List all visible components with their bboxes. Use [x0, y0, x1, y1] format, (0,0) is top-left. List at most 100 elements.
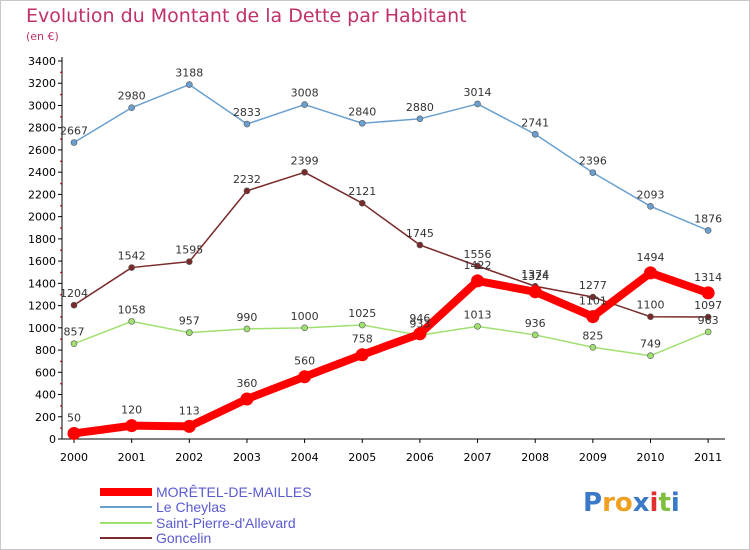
point-goncelin	[301, 168, 308, 176]
logo-letter: r	[602, 488, 615, 518]
legend-item-goncelin: Goncelin	[100, 530, 211, 546]
data-label-saint-pierre: 825	[582, 329, 603, 342]
series-line-goncelin	[73, 171, 709, 318]
data-label-saint-pierre: 936	[525, 317, 546, 330]
point-goncelin	[704, 313, 712, 321]
y-tick-label: 2800	[28, 122, 56, 135]
data-label-le-cheylas: 3188	[175, 67, 203, 80]
point-saint-pierre	[474, 323, 481, 330]
y-tick-label: 800	[35, 344, 56, 357]
point-le-cheylas	[474, 100, 481, 108]
data-label-saint-pierre: 963	[698, 314, 719, 327]
logo-letter: P	[583, 488, 603, 518]
data-label-moretel: 1314	[694, 271, 722, 284]
point-goncelin	[186, 258, 193, 265]
point-moretel	[586, 310, 600, 324]
point-moretel	[298, 370, 312, 384]
data-label-saint-pierre: 957	[179, 315, 200, 328]
legend-item-saint-pierre: Saint-Pierre-d'Allevard	[100, 515, 296, 531]
y-tick-label: 0	[49, 433, 56, 446]
data-label-le-cheylas: 2741	[521, 116, 549, 129]
x-tick-label: 2003	[233, 451, 261, 464]
data-label-moretel: 50	[67, 411, 81, 424]
point-goncelin	[589, 293, 597, 301]
x-tick-label: 2008	[521, 451, 549, 464]
y-tick-label: 1800	[28, 233, 56, 246]
legend-label-le-cheylas: Le Cheylas	[156, 499, 227, 515]
series-line-moretel	[70, 268, 713, 438]
y-minor-tick	[60, 382, 62, 385]
y-minor-tick	[60, 271, 62, 274]
point-goncelin	[474, 262, 481, 270]
y-tick-label: 2600	[28, 144, 56, 157]
point-moretel	[240, 392, 254, 406]
point-saint-pierre	[647, 352, 654, 360]
point-le-cheylas	[243, 120, 251, 128]
legend-label-goncelin: Goncelin	[156, 530, 212, 546]
data-label-moretel: 113	[179, 404, 200, 417]
point-saint-pierre	[70, 340, 78, 348]
point-le-cheylas	[704, 227, 712, 234]
logo-letter: t	[658, 488, 671, 518]
data-label-saint-pierre: 749	[640, 338, 661, 351]
y-tick-label: 3400	[28, 55, 56, 68]
data-label-goncelin: 1542	[118, 250, 146, 263]
y-minor-tick	[60, 227, 62, 229]
y-tick-label: 2000	[28, 211, 56, 224]
data-label-saint-pierre: 933	[409, 317, 430, 330]
point-goncelin	[70, 301, 78, 309]
x-tick-label: 2004	[291, 451, 319, 464]
point-saint-pierre	[531, 331, 539, 339]
y-tick-label: 2200	[28, 188, 56, 201]
data-label-saint-pierre: 1025	[348, 307, 376, 320]
data-label-saint-pierre: 1000	[291, 310, 319, 323]
point-moretel	[125, 419, 139, 433]
legend-swatch-moretel	[100, 488, 152, 496]
data-label-goncelin: 2232	[233, 173, 261, 186]
data-label-moretel: 1494	[637, 251, 665, 264]
point-moretel	[355, 348, 369, 362]
series-line-saint-pierre	[73, 320, 709, 357]
data-label-goncelin: 1745	[406, 227, 434, 240]
point-saint-pierre	[589, 343, 597, 351]
data-label-le-cheylas: 2840	[348, 105, 376, 118]
chart-subtitle: (en €)	[26, 30, 59, 43]
point-goncelin	[416, 241, 424, 249]
data-label-goncelin: 1374	[521, 268, 549, 281]
point-goncelin	[647, 313, 654, 321]
point-le-cheylas	[416, 115, 424, 123]
y-minor-tick	[60, 71, 62, 74]
data-label-saint-pierre: 1013	[464, 308, 492, 321]
point-moretel	[67, 426, 81, 440]
data-label-moretel: 1101	[579, 295, 607, 308]
y-tick-label: 600	[35, 366, 56, 379]
point-goncelin	[128, 264, 135, 271]
series-lines	[67, 81, 715, 440]
y-minor-tick	[60, 138, 62, 140]
data-label-moretel: 946	[409, 312, 430, 325]
logo-letter: i	[670, 488, 680, 518]
data-label-saint-pierre: 990	[236, 311, 257, 324]
proxiti-logo: Proxiti	[583, 488, 680, 518]
y-tick-label: 200	[35, 411, 56, 424]
data-label-moretel: 1422	[464, 259, 492, 272]
y-minor-tick	[60, 293, 62, 296]
legend-swatch-saint-pierre	[100, 522, 152, 524]
data-labels: 2667 2980 3188 2833 3008 2840 2880 3014 2741 2396…	[60, 67, 722, 425]
data-label-le-cheylas: 2396	[579, 155, 607, 168]
y-minor-tick	[60, 405, 62, 407]
legend-item-moretel: MORÊTEL-DE-MAILLES	[100, 484, 312, 500]
y-tick-label: 3000	[28, 99, 56, 112]
data-label-le-cheylas: 3008	[291, 87, 319, 100]
point-saint-pierre	[358, 321, 366, 329]
point-le-cheylas	[70, 139, 78, 146]
point-saint-pierre	[243, 325, 251, 333]
x-tick-label: 2001	[118, 451, 146, 464]
legend-label-saint-pierre: Saint-Pierre-d'Allevard	[156, 515, 296, 531]
y-tick-label: 2400	[28, 166, 56, 179]
data-label-le-cheylas: 2093	[637, 188, 665, 201]
data-label-moretel: 560	[294, 355, 315, 368]
x-tick-label: 2006	[406, 451, 434, 464]
data-label-goncelin: 1556	[464, 248, 492, 261]
